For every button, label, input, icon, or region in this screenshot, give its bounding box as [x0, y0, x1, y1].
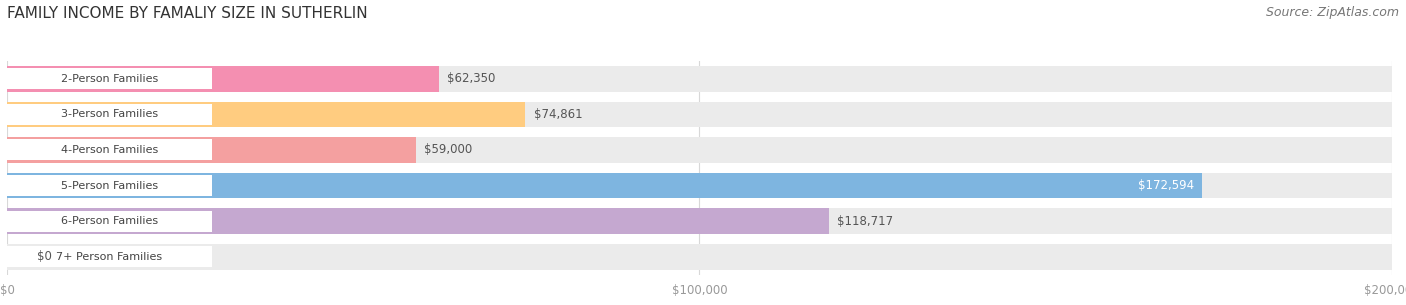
Bar [7, 208, 830, 234]
Text: $59,000: $59,000 [423, 143, 472, 156]
Text: $0: $0 [38, 250, 52, 263]
Text: 6-Person Families: 6-Person Families [60, 216, 157, 226]
Text: Source: ZipAtlas.com: Source: ZipAtlas.com [1265, 6, 1399, 19]
Bar [7, 68, 212, 89]
Text: $118,717: $118,717 [838, 215, 894, 228]
Bar [7, 137, 416, 163]
Bar [7, 102, 526, 127]
Bar [7, 208, 1392, 234]
Text: 2-Person Families: 2-Person Families [60, 74, 157, 84]
Text: $62,350: $62,350 [447, 72, 495, 85]
Bar [7, 139, 212, 160]
Bar [7, 66, 439, 92]
Bar [7, 102, 1392, 127]
Text: 7+ Person Families: 7+ Person Families [56, 252, 163, 262]
Bar [7, 137, 1392, 163]
Bar [7, 211, 212, 231]
Text: 3-Person Families: 3-Person Families [60, 109, 157, 119]
Bar [7, 246, 212, 267]
Bar [7, 173, 1202, 198]
Text: FAMILY INCOME BY FAMALIY SIZE IN SUTHERLIN: FAMILY INCOME BY FAMALIY SIZE IN SUTHERL… [7, 6, 367, 21]
Text: $74,861: $74,861 [534, 108, 582, 121]
Bar [7, 66, 1392, 92]
Bar [7, 173, 1392, 198]
Text: 5-Person Families: 5-Person Families [60, 181, 157, 191]
Text: 4-Person Families: 4-Person Families [60, 145, 157, 155]
Bar [7, 104, 212, 125]
Bar [7, 244, 1392, 270]
Text: $172,594: $172,594 [1137, 179, 1194, 192]
Bar [7, 175, 212, 196]
